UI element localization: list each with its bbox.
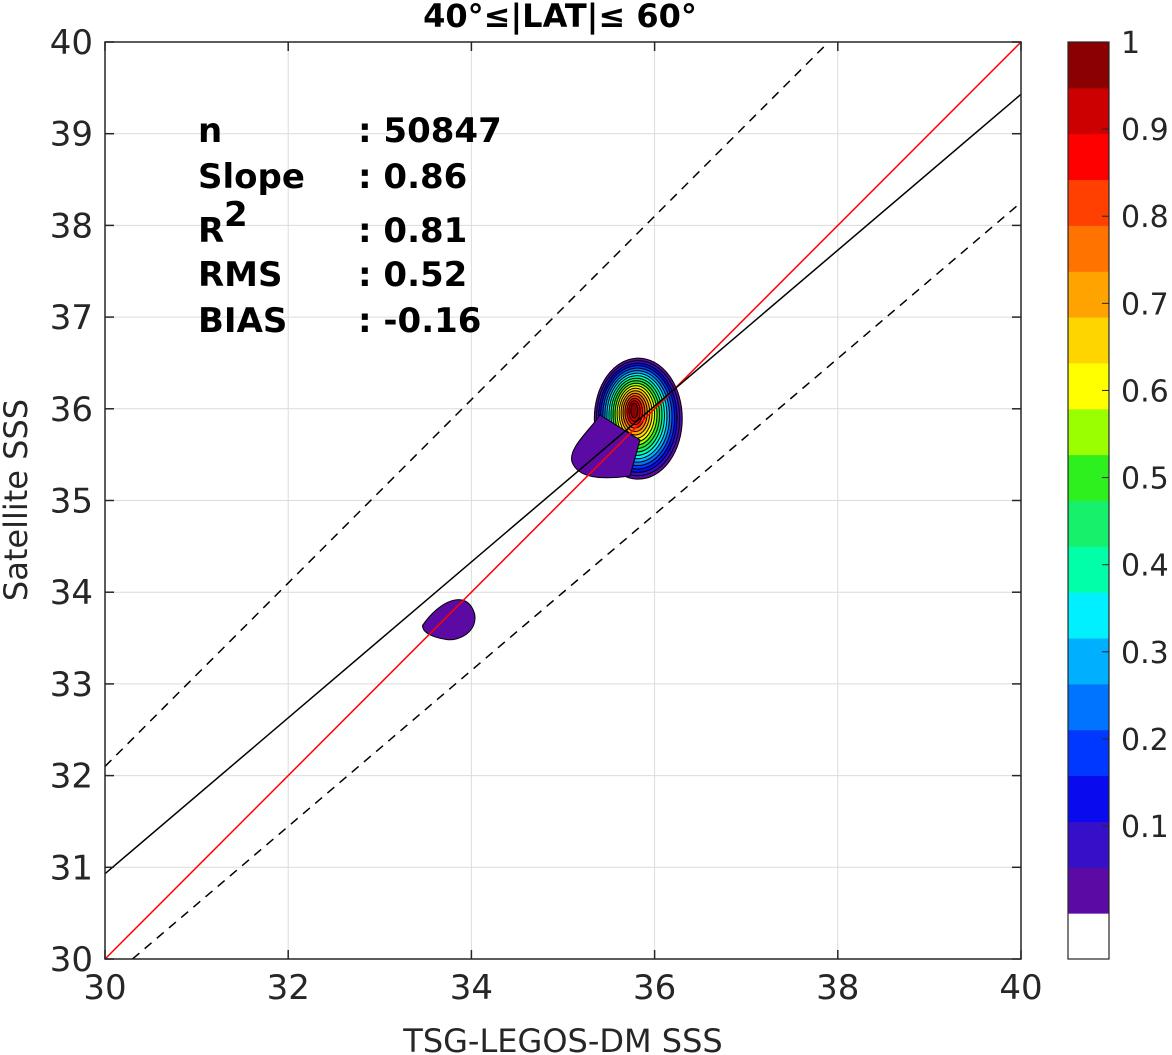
stat-name: Slope [198,157,305,197]
colorbar-swatch [1068,42,1109,89]
colorbar-swatch [1068,546,1109,593]
colorbar-swatch [1068,225,1109,272]
stat-value: : 0.86 [358,157,467,197]
colorbar-swatch [1068,638,1109,685]
colorbar-tick-label: 0.1 [1121,810,1169,845]
x-axis-label: TSG-LEGOS-DM SSS [402,1022,722,1055]
line-regression [105,93,1021,875]
stat-row: BIAS : -0.16 [198,301,481,341]
colorbar-swatch [1068,179,1109,226]
x-tick-label: 30 [83,968,126,1008]
colorbar-swatch [1068,683,1109,731]
colorbar-tick-label: 1 [1121,26,1140,61]
colorbar-swatch [1068,729,1109,777]
x-tick-label: 32 [267,968,310,1008]
x-tick-label: 36 [633,968,676,1008]
stat-value: : -0.16 [358,301,481,341]
colorbar-swatch [1068,133,1109,181]
x-tick-label: 38 [816,968,859,1008]
colorbar-swatch [1068,317,1109,364]
stat-name: R [198,211,224,251]
colorbar-swatch [1068,500,1109,547]
y-tick-label: 35 [50,482,93,522]
stats-box: n : 50847 Slope : 0.86 R 2 : 0.81 RMS : 0.52 BIAS… [198,111,502,341]
y-tick-label: 34 [50,573,93,613]
colorbar-tick-label: 0.7 [1121,287,1169,322]
y-tick-label: 40 [50,23,93,63]
colorbar-tick-label: 0.8 [1121,200,1169,235]
x-tick-label: 34 [450,968,493,1008]
y-tick-label: 33 [50,665,93,705]
y-tick-label: 30 [50,940,93,980]
stat-row: RMS : 0.52 [198,255,467,295]
colorbar-tick-label: 0.5 [1121,462,1169,497]
stat-sup: 2 [224,195,248,235]
y-tick-label: 38 [50,206,93,246]
colorbar-tick-label: 0.9 [1121,113,1169,148]
stat-name: n [198,111,222,151]
stat-row: Slope : 0.86 [198,157,467,197]
stat-name: BIAS [198,301,287,341]
colorbar-swatch [1068,775,1109,822]
stat-value: : 50847 [358,111,502,151]
colorbar-frame [1067,41,1110,960]
colorbar-swatch [1068,592,1109,639]
colorbar-swatch [1068,408,1109,456]
x-tick-label: 40 [999,968,1042,1008]
chart-title: 40°≤|LAT|≤ 60° [423,0,697,36]
y-tick-label: 31 [50,848,93,888]
density-contours [421,357,683,641]
stat-row: n : 50847 [198,111,502,151]
contour-secondary [421,599,476,641]
colorbar-swatch [1068,913,1109,960]
colorbar-swatch [1068,867,1109,914]
colorbar-swatch [1068,821,1109,868]
line-one-to-one [105,42,1021,959]
y-axis-label: Satellite SSS [0,399,35,601]
colorbar-tick-label: 0.2 [1121,723,1169,758]
y-tick-label: 37 [50,298,93,338]
colorbar-swatch [1068,362,1109,410]
line-upper-bound [105,42,830,767]
colorbar-tick-label: 0.6 [1121,374,1169,409]
plot-area: 30 32 34 36 38 40 30 31 32 33 34 35 36 37 38 39 40 [50,23,1043,1008]
axis-ticks: 30 32 34 36 38 40 30 31 32 33 34 35 36 37 38 39 40 [50,23,1043,1008]
stat-name: RMS [198,255,283,295]
y-tick-label: 36 [50,390,93,430]
y-tick-label: 32 [50,757,93,797]
line-lower-bound [131,201,1021,959]
colorbar-swatch [1068,87,1109,135]
colorbar: 0.1 0.2 0.3 0.4 0.5 0.6 0.7 0.8 0.9 1 [1067,26,1169,960]
stat-value: : 0.52 [358,255,467,295]
y-tick-label: 39 [50,115,93,155]
colorbar-tick-label: 0.4 [1121,549,1169,584]
stat-value: : 0.81 [358,211,467,251]
reference-lines [105,42,1021,959]
colorbar-swatch [1068,271,1109,318]
colorbar-tick-label: 0.3 [1121,636,1169,671]
contour-level [630,402,639,419]
